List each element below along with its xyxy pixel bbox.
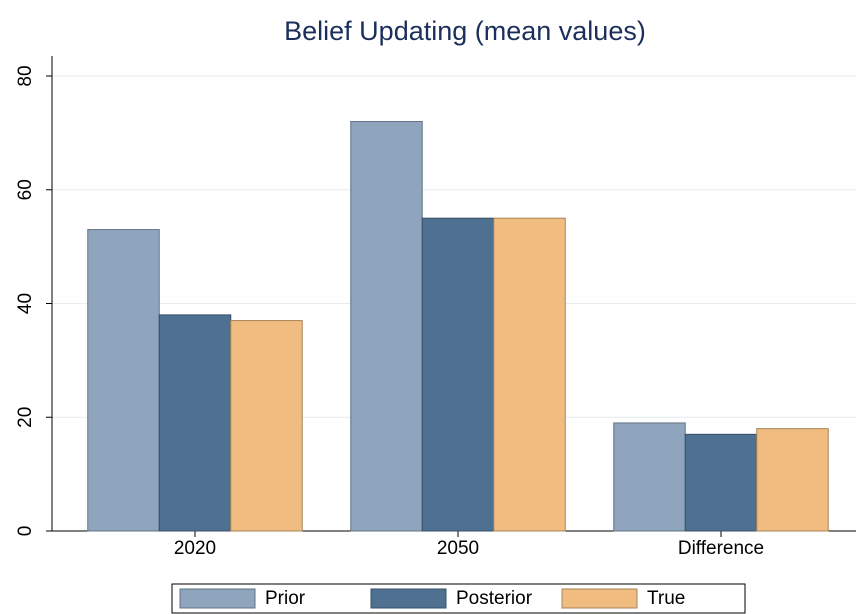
legend-swatch bbox=[179, 588, 256, 609]
legend-label: Prior bbox=[265, 588, 306, 609]
bar bbox=[350, 121, 423, 532]
legend-swatch bbox=[561, 588, 638, 609]
x-tick-label: 2020 bbox=[174, 538, 216, 559]
x-tick-label: Difference bbox=[678, 538, 764, 559]
legend-label: Posterior bbox=[456, 588, 533, 609]
bar bbox=[613, 422, 686, 532]
y-tick-label: 80 bbox=[15, 65, 36, 86]
y-tick-label: 20 bbox=[15, 407, 36, 428]
bar bbox=[158, 314, 232, 532]
legend-swatch bbox=[370, 588, 447, 609]
bar bbox=[493, 217, 566, 532]
legend-box bbox=[171, 583, 746, 614]
y-tick-label: 60 bbox=[15, 179, 36, 200]
x-tick-label: 2050 bbox=[437, 538, 479, 559]
bar bbox=[230, 320, 303, 532]
bar bbox=[756, 428, 829, 532]
legend-label: True bbox=[647, 588, 685, 609]
bar bbox=[421, 217, 495, 532]
y-tick-label: 0 bbox=[15, 526, 36, 537]
chart-title: Belief Updating (mean values) bbox=[284, 16, 646, 46]
bar bbox=[87, 229, 160, 532]
bar bbox=[684, 433, 758, 532]
y-tick-label: 40 bbox=[15, 293, 36, 314]
